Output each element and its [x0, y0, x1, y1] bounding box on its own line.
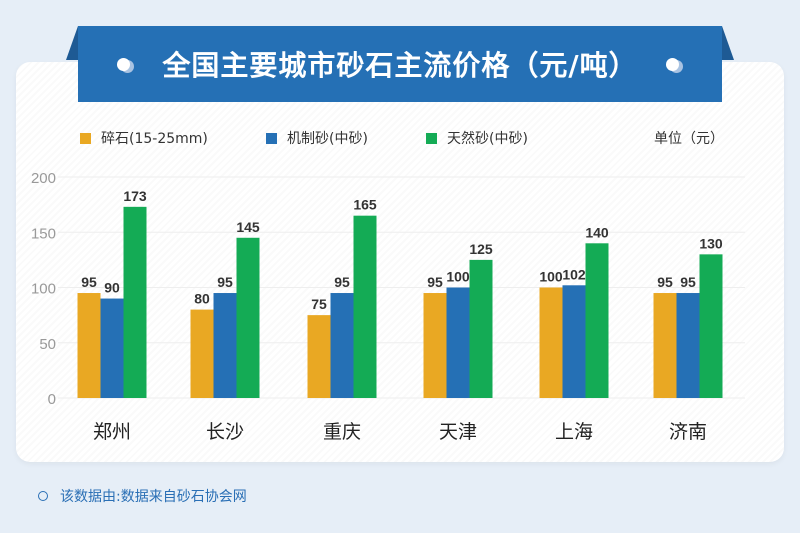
data-label: 165: [353, 197, 377, 213]
legend-swatch: [266, 132, 277, 144]
data-label: 173: [123, 188, 147, 204]
data-label: 95: [657, 274, 673, 290]
y-tick-label: 100: [31, 281, 56, 298]
bar: [123, 206, 147, 398]
y-tick-label: 50: [39, 336, 56, 353]
legend-label: 天然砂(中砂): [447, 131, 528, 147]
unit-label: 单位（元）: [654, 131, 724, 147]
footer-note: 该数据由:数据来自砂石协会网: [38, 486, 247, 506]
x-tick-label: 重庆: [323, 421, 361, 443]
data-label: 140: [585, 224, 609, 240]
y-tick-label: 200: [31, 170, 56, 187]
x-tick-label: 济南: [669, 421, 707, 443]
data-label: 90: [104, 280, 120, 296]
data-label: 95: [217, 274, 233, 290]
bar: [190, 309, 214, 398]
bar: [330, 293, 354, 398]
data-label: 100: [539, 269, 563, 285]
data-label: 125: [469, 241, 493, 257]
data-label: 95: [81, 274, 97, 290]
banner-wing-left: [66, 26, 78, 60]
banner-wing-right: [722, 26, 734, 60]
data-label: 75: [311, 296, 327, 312]
x-tick-label: 天津: [439, 421, 477, 443]
bar: [423, 293, 447, 398]
legend-label: 机制砂(中砂): [287, 131, 368, 147]
decor-dot-icon: [117, 58, 130, 71]
footer-text: 该数据由:数据来自砂石协会网: [60, 489, 247, 505]
data-label: 130: [699, 235, 723, 251]
bar: [446, 287, 470, 398]
bar: [653, 293, 677, 398]
decor-dot-icon: [666, 58, 679, 71]
bar: [213, 293, 237, 398]
data-label: 80: [194, 291, 210, 307]
y-tick-label: 0: [48, 391, 56, 408]
bar: [353, 215, 377, 398]
bar: [699, 254, 723, 398]
bar: [307, 315, 331, 398]
legend-label: 碎石(15-25mm): [101, 131, 208, 147]
circle-bullet-icon: [38, 491, 48, 501]
legend-item: 天然砂(中砂): [426, 128, 528, 148]
data-label: 145: [236, 219, 260, 235]
bar: [236, 237, 260, 398]
x-tick-label: 郑州: [93, 421, 131, 443]
bar: [585, 243, 609, 398]
data-label: 102: [562, 266, 586, 282]
y-tick-label: 150: [31, 225, 56, 242]
legend-swatch: [80, 132, 91, 144]
bar: [77, 293, 101, 398]
data-label: 100: [446, 269, 470, 285]
x-tick-label: 长沙: [206, 421, 244, 443]
chart-title: 全国主要城市砂石主流价格（元/吨）: [162, 49, 638, 82]
data-label: 95: [427, 274, 443, 290]
legend-item: 碎石(15-25mm): [80, 128, 208, 148]
title-banner: 全国主要城市砂石主流价格（元/吨）: [78, 26, 722, 102]
bar: [676, 293, 700, 398]
bar: [539, 287, 563, 398]
data-label: 95: [334, 274, 350, 290]
x-tick-label: 上海: [555, 421, 593, 443]
bar: [562, 285, 586, 398]
bar: [100, 298, 124, 398]
legend-item: 机制砂(中砂): [266, 128, 368, 148]
legend-swatch: [426, 132, 437, 144]
data-label: 95: [680, 274, 696, 290]
bar: [469, 259, 493, 398]
